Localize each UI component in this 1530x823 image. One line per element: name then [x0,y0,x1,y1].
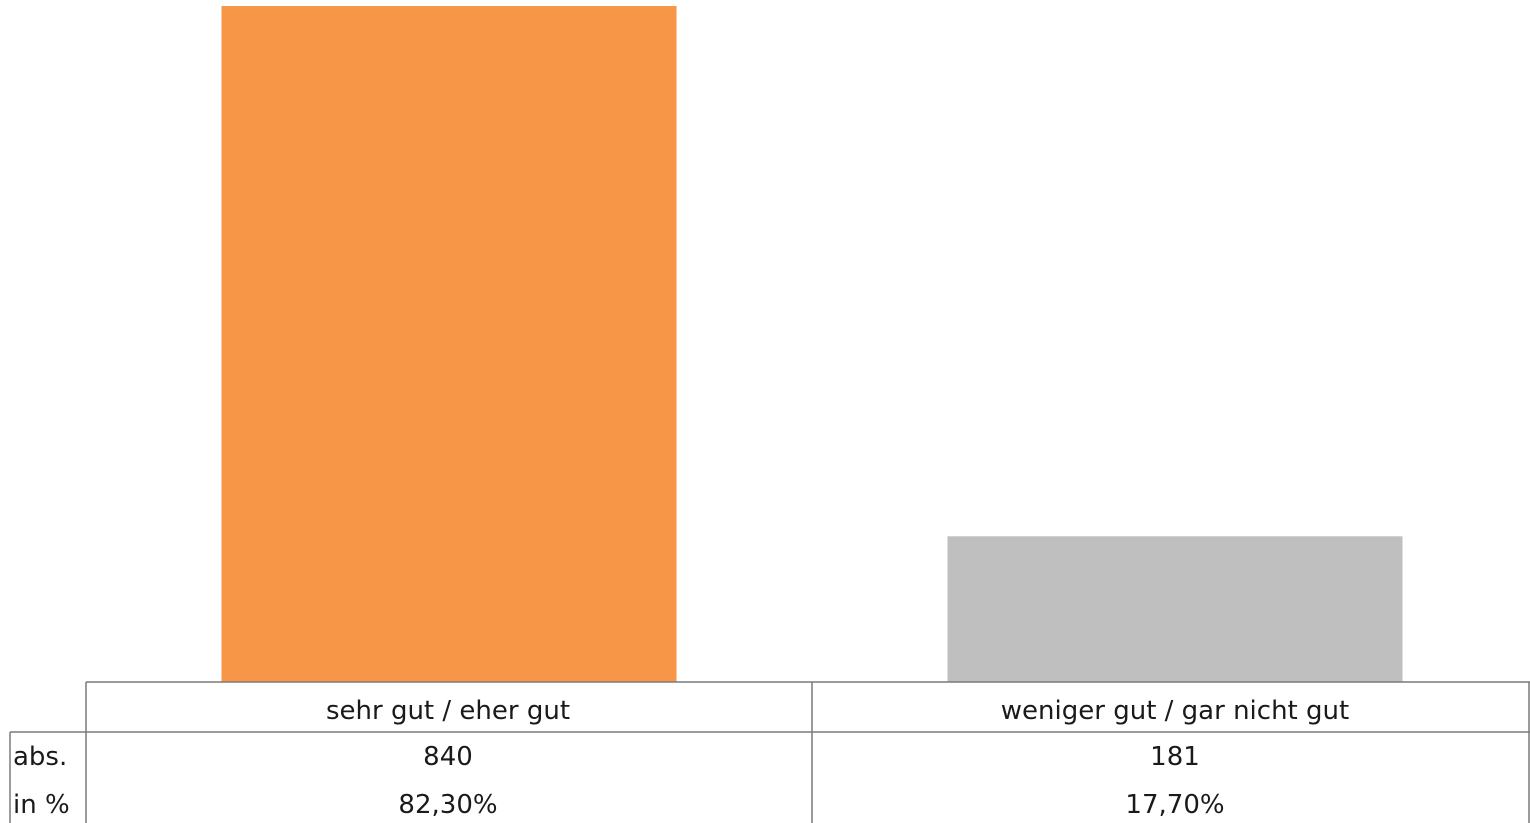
cell-abs-weniger-gut: 181 [1150,742,1200,772]
cell-percent-weniger-gut: 17,70% [1125,790,1224,820]
cell-abs-sehr-gut: 840 [423,742,473,772]
category-label-weniger-gut: weniger gut / gar nicht gut [1001,696,1349,726]
category-label-sehr-gut: sehr gut / eher gut [326,696,570,726]
table-gridlines [9,681,1530,823]
bar-sehr-gut [221,6,677,682]
bar-weniger-gut [947,536,1403,682]
row-header-percent: in % [13,790,70,820]
data-table: sehr gut / eher gut weniger gut / gar ni… [9,681,1530,823]
cell-percent-sehr-gut: 82,30% [398,790,497,820]
bars-group [221,6,1403,682]
row-header-abs: abs. [13,742,67,772]
